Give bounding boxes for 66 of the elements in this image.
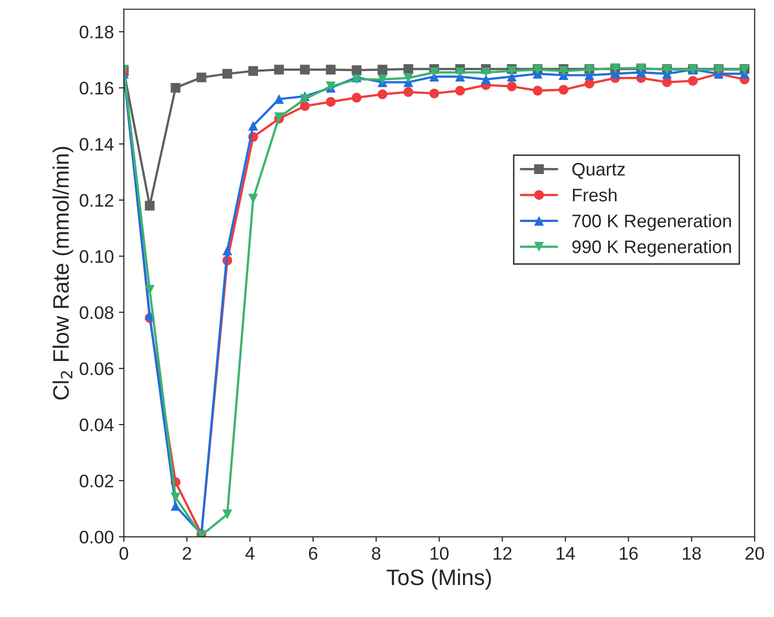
legend-label: Quartz (572, 162, 625, 179)
point (222, 509, 232, 520)
point (429, 88, 440, 98)
point (248, 194, 258, 204)
point (403, 64, 414, 74)
x-tick-label: 4 (245, 547, 254, 560)
y-tick-label: 0.00 (80, 530, 114, 544)
point (326, 96, 336, 107)
y-tick-label: 0.12 (80, 194, 114, 207)
point (558, 84, 568, 95)
point (688, 76, 698, 86)
point (506, 82, 517, 92)
x-tick-label: 20 (746, 546, 764, 560)
point (378, 74, 388, 84)
legend-label: 700 K Regeneration (572, 214, 731, 231)
x-tick-label: 0 (120, 546, 128, 560)
y-tick-label: 0.02 (80, 474, 114, 488)
y-tick-label: 0.06 (80, 362, 114, 376)
y-tick-label: 0.10 (80, 250, 114, 263)
point (481, 68, 491, 78)
point (584, 78, 594, 88)
point (300, 94, 310, 104)
point (144, 200, 155, 211)
point (248, 66, 258, 76)
point (144, 284, 155, 295)
point (170, 492, 180, 502)
point (274, 64, 284, 74)
x-tick-label: 18 (682, 546, 701, 560)
point (222, 246, 232, 256)
point (455, 86, 465, 96)
y-tick-label: 0.08 (80, 306, 114, 320)
x-tick-label: 12 (494, 546, 512, 560)
x-tick-label: 14 (556, 547, 575, 560)
point (248, 120, 258, 131)
x-tick-label: 2 (182, 546, 192, 560)
point (326, 64, 336, 74)
x-tick-label: 16 (620, 546, 638, 560)
point (222, 68, 232, 79)
point (455, 68, 465, 78)
legend-label: 990 K Regeneration (572, 240, 731, 257)
point (532, 86, 543, 96)
y-tick-label: 0.16 (80, 82, 114, 95)
point (170, 82, 180, 93)
point (662, 77, 672, 88)
point (170, 501, 180, 511)
point (378, 89, 388, 100)
point (352, 65, 362, 76)
point (274, 94, 284, 104)
point (481, 74, 491, 84)
y-axis-title: Cl$_{2}$ Flow Rate (mmol/min) (52, 146, 74, 400)
legend-label: Fresh (572, 188, 616, 202)
point (196, 72, 206, 82)
point (403, 87, 414, 97)
point (300, 64, 310, 74)
x-tick-label: 10 (430, 546, 449, 560)
y-tick-label: 0.14 (80, 138, 114, 151)
y-tick-label: 0.04 (80, 418, 114, 432)
x-axis-title: ToS (Mins) (386, 568, 491, 590)
point (300, 101, 310, 111)
point (429, 68, 440, 78)
y-tick-label: 0.18 (80, 26, 114, 38)
x-tick-label: 8 (372, 546, 380, 560)
point (403, 73, 414, 83)
point (352, 92, 362, 103)
x-tick-label: 6 (308, 546, 318, 560)
point (378, 64, 388, 74)
